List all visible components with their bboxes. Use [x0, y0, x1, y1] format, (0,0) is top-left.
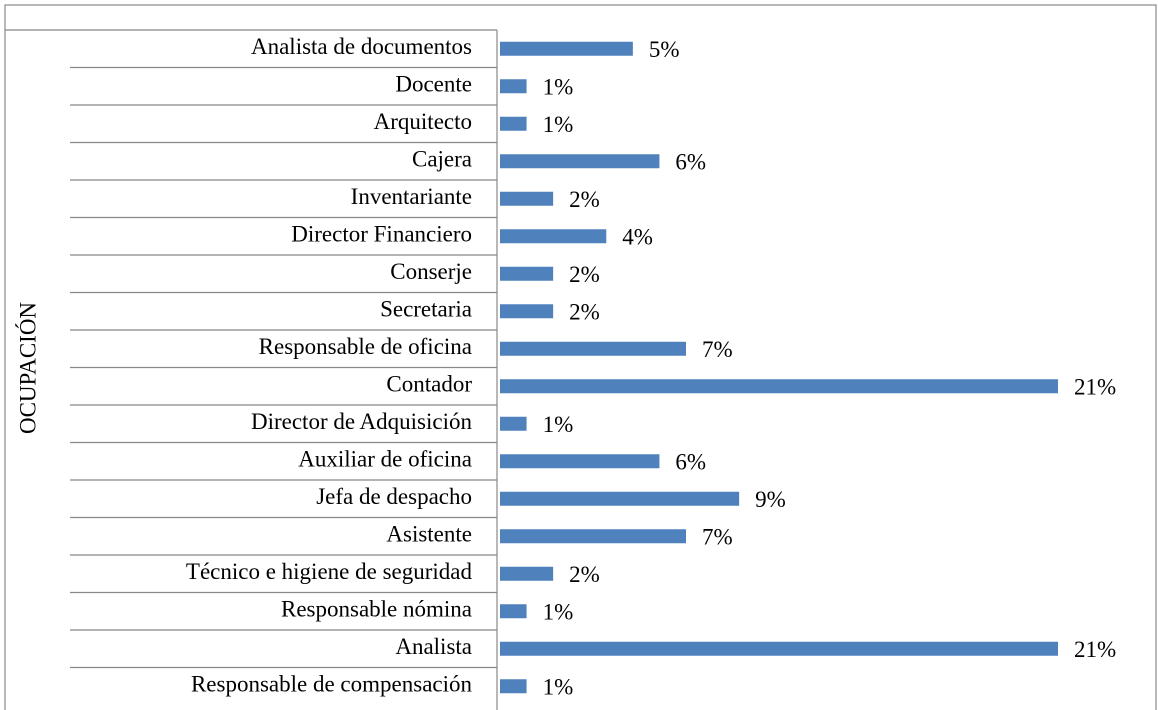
bar [500, 416, 527, 431]
bar [500, 604, 527, 619]
category-label: Arquitecto [374, 109, 472, 134]
data-label: 6% [675, 150, 706, 175]
bar [500, 229, 607, 244]
bar [500, 79, 527, 94]
data-label: 1% [543, 112, 574, 137]
category-label: Contador [386, 372, 472, 397]
category-label: Técnico e higiene de seguridad [186, 559, 473, 584]
data-label: 21% [1074, 375, 1116, 400]
data-label: 9% [755, 487, 786, 512]
axis-title: OCUPACIÓN [14, 302, 40, 434]
bar [500, 379, 1058, 394]
bar [500, 341, 686, 356]
category-label: Responsable nómina [281, 597, 472, 622]
category-label: Auxiliar de oficina [298, 447, 472, 472]
category-label: Analista [395, 634, 472, 659]
bar [500, 566, 554, 581]
category-label: Asistente [386, 522, 472, 547]
category-label: Cajera [412, 147, 472, 172]
category-label: Conserje [390, 259, 472, 284]
data-label: 2% [569, 562, 600, 587]
bar [500, 154, 660, 169]
category-label: Responsable de compensación [191, 672, 473, 697]
category-label: Analista de documentos [251, 34, 472, 59]
category-label: Jefa de despacho [316, 484, 472, 509]
category-label: Director de Adquisición [251, 409, 473, 434]
bar [500, 641, 1058, 656]
category-label: Director Financiero [291, 222, 472, 247]
data-label: 2% [569, 262, 600, 287]
bar [500, 41, 633, 56]
data-label: 6% [675, 450, 706, 475]
bar [500, 679, 527, 694]
bar [500, 304, 554, 319]
data-label: 2% [569, 300, 600, 325]
category-label: Inventariante [351, 184, 472, 209]
bar [500, 454, 660, 469]
bar [500, 191, 554, 206]
data-label: 7% [702, 525, 733, 550]
data-label: 2% [569, 187, 600, 212]
data-label: 1% [543, 600, 574, 625]
category-label: Docente [395, 72, 472, 97]
category-label: Secretaria [380, 297, 472, 322]
bar [500, 529, 686, 544]
data-label: 1% [543, 412, 574, 437]
bar [500, 266, 554, 281]
data-label: 1% [543, 75, 574, 100]
bar [500, 491, 740, 506]
bar [500, 116, 527, 131]
category-label: Responsable de oficina [259, 334, 472, 359]
data-label: 7% [702, 337, 733, 362]
chart-border [4, 4, 1157, 710]
data-label: 21% [1074, 637, 1116, 662]
data-label: 1% [543, 675, 574, 700]
data-label: 5% [649, 37, 680, 62]
data-label: 4% [622, 225, 653, 250]
